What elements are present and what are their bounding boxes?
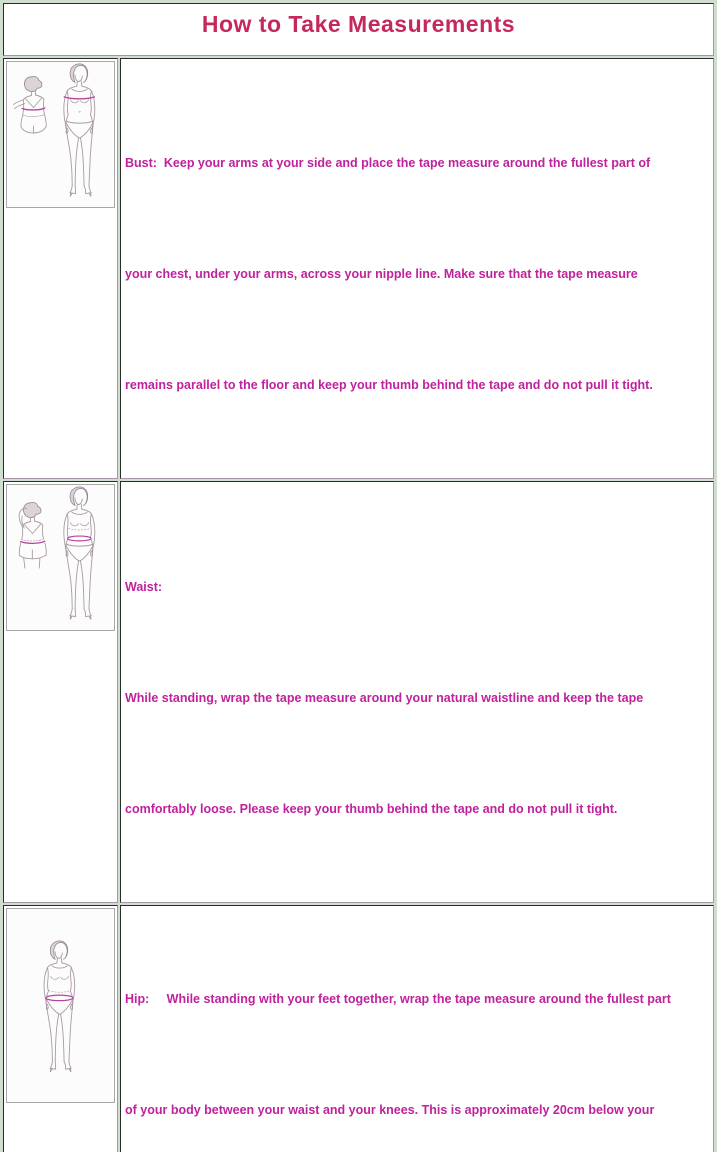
bust-image [6, 61, 115, 208]
hip-image-cell [3, 905, 118, 1152]
title-cell: How to Take Measurements [3, 3, 714, 56]
waist-line-1: Waist: [125, 580, 163, 594]
waist-figure-sketch-icon [18, 486, 96, 620]
hip-figure-sketch-icon [43, 940, 76, 1073]
waist-image-cell [3, 481, 118, 903]
waist-line-3: comfortably loose. Please keep your thum… [125, 802, 618, 816]
bust-text-cell: Bust: Keep your arms at your side and pl… [120, 58, 714, 479]
waist-text-cell: Waist: While standing, wrap the tape mea… [120, 481, 714, 903]
waist-instructions: Waist: While standing, wrap the tape mea… [121, 482, 713, 902]
hip-line-1: Hip: While standing with your feet toget… [125, 992, 671, 1006]
bust-figure-sketch-icon [12, 63, 96, 197]
bust-line-1: Bust: Keep your arms at your side and pl… [125, 156, 651, 170]
hip-instructions: Hip: While standing with your feet toget… [121, 906, 713, 1152]
bust-line-3: remains parallel to the floor and keep y… [125, 378, 653, 392]
hip-image [6, 908, 115, 1103]
bust-line-2: your chest, under your arms, across your… [125, 267, 638, 281]
bust-instructions: Bust: Keep your arms at your side and pl… [121, 59, 713, 478]
page-title: How to Take Measurements [201, 11, 516, 37]
hip-line-2: of your body between your waist and your… [125, 1103, 655, 1117]
waist-line-2: While standing, wrap the tape measure ar… [125, 691, 644, 705]
waist-image [6, 484, 115, 631]
hip-text-cell: Hip: While standing with your feet toget… [120, 905, 714, 1152]
bust-image-cell [3, 58, 118, 479]
